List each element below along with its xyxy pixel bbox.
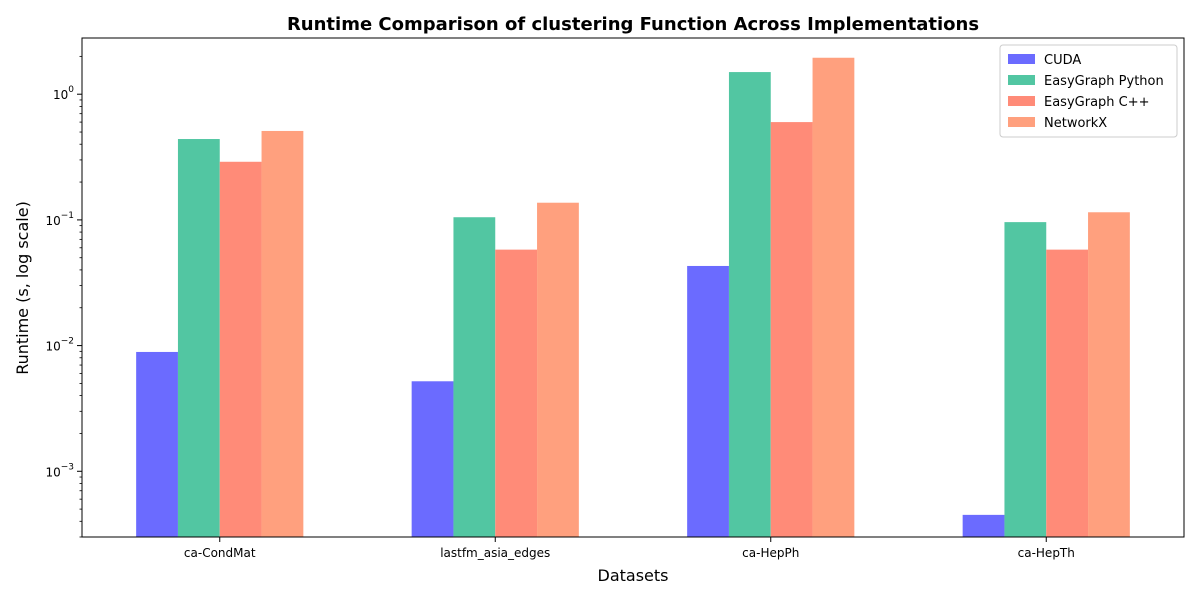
bars-group <box>136 57 1130 538</box>
bar-easygraph-c--ca-condmat <box>219 161 262 537</box>
bar-easygraph-python-lastfm-asia-edges <box>453 217 496 538</box>
plot-frame <box>81 37 1185 538</box>
bar-networkx-ca-hepth <box>1088 212 1130 537</box>
y-tick-label: 100 <box>53 85 74 102</box>
x-axis-label: Datasets <box>598 566 669 585</box>
bar-networkx-ca-condmat <box>261 130 304 537</box>
bar-cuda-lastfm-asia-edges <box>411 381 454 537</box>
legend-label: NetworkX <box>1044 116 1107 131</box>
bar-easygraph-python-ca-hepph <box>728 72 771 537</box>
legend-swatch <box>1008 117 1035 127</box>
legend-box <box>999 44 1178 138</box>
legend: CUDA EasyGraph Python EasyGraph C++ Network… <box>999 44 1178 138</box>
x-tick-label: ca-HepPh <box>742 546 799 560</box>
legend-label: EasyGraph Python <box>1044 74 1164 89</box>
bar-easygraph-c--lastfm-asia-edges <box>495 249 538 537</box>
x-tick-label: lastfm_asia_edges <box>440 546 550 560</box>
y-axis-label: Runtime (s, log scale) <box>13 201 32 375</box>
legend-swatch <box>1008 54 1035 64</box>
bar-easygraph-c--ca-hepph <box>770 122 813 537</box>
legend-swatch <box>1008 96 1035 106</box>
y-tick-label: 10−3 <box>45 462 74 479</box>
y-tick-label: 10−2 <box>45 337 74 354</box>
x-tick-label: ca-CondMat <box>184 546 256 560</box>
legend-label: EasyGraph C++ <box>1044 95 1150 110</box>
bar-cuda-ca-hepth <box>962 514 1005 537</box>
bar-cuda-ca-condmat <box>136 351 178 537</box>
bar-easygraph-c--ca-hepth <box>1046 249 1089 537</box>
bar-easygraph-python-ca-condmat <box>177 139 220 537</box>
legend-swatch <box>1008 75 1035 85</box>
x-tick-label: ca-HepTh <box>1018 546 1075 560</box>
bar-networkx-lastfm-asia-edges <box>537 202 579 538</box>
x-ticks: ca-CondMat lastfm_asia_edges ca-HepPh ca-He… <box>184 537 1075 560</box>
y-ticks: 10−3 10−2 10−1 100 <box>45 55 82 538</box>
bar-easygraph-python-ca-hepth <box>1004 222 1047 537</box>
bar-cuda-ca-hepph <box>687 265 729 537</box>
legend-label: CUDA <box>1044 53 1081 68</box>
bar-networkx-ca-hepph <box>812 57 855 537</box>
chart-title: Runtime Comparison of clustering Functio… <box>287 14 979 35</box>
y-tick-label: 10−1 <box>45 211 74 228</box>
